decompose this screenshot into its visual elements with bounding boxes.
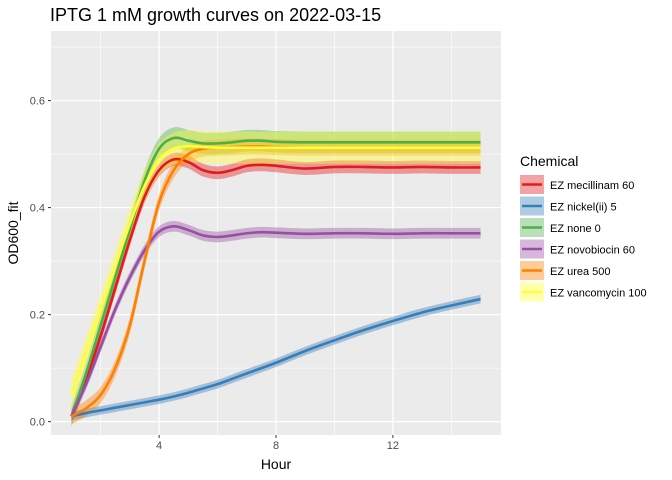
- legend-label: EZ vancomycin 100: [550, 288, 647, 300]
- x-tick-label: 4: [156, 440, 162, 452]
- y-tick-label: 0.2: [30, 310, 45, 322]
- legend: EZ mecillinam 60 EZ nickel(ii) 5 EZ none 0…: [520, 175, 647, 302]
- series-lines: [70, 136, 481, 418]
- series-line: [70, 157, 481, 417]
- y-tick-label: 0.0: [30, 417, 45, 429]
- legend-label: EZ urea 500: [550, 266, 611, 278]
- legend-label: EZ novobiocin 60: [550, 245, 635, 257]
- x-axis-ticks: 4 8 12: [156, 435, 399, 452]
- y-axis-ticks: 0.0 0.2 0.4 0.6: [30, 96, 51, 429]
- series-line: [70, 136, 481, 417]
- y-tick-label: 0.6: [30, 96, 45, 108]
- legend-label: EZ none 0: [550, 223, 601, 235]
- x-tick-label: 12: [387, 440, 399, 452]
- x-axis-title: Hour: [261, 456, 292, 472]
- series-ribbon: [71, 129, 481, 411]
- legend-title: Chemical: [520, 153, 578, 169]
- x-tick-label: 8: [273, 440, 279, 452]
- series-line: [70, 144, 481, 396]
- series-line: [70, 225, 481, 417]
- y-axis-title: OD600_fit: [5, 201, 21, 264]
- legend-label: EZ mecillinam 60: [550, 180, 634, 192]
- series-line: [71, 297, 481, 418]
- y-tick-label: 0.4: [30, 203, 45, 215]
- legend-label: EZ nickel(ii) 5: [550, 202, 617, 214]
- chart-title: IPTG 1 mM growth curves on 2022-03-15: [50, 5, 381, 25]
